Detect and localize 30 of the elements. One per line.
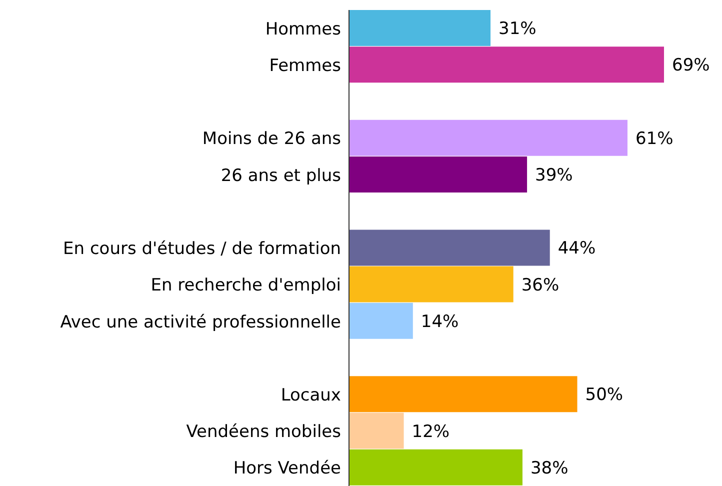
bar [349,10,491,46]
data-label: 38% [530,458,568,478]
data-label: 69% [672,56,710,76]
data-label: 39% [535,165,573,186]
data-label: 36% [521,275,560,296]
data-label: 31% [498,19,536,40]
data-label: 14% [420,312,459,332]
bar [349,449,522,486]
y-tick-label: En cours d'études / de formation [63,239,341,260]
bar [349,412,404,449]
data-label: 44% [558,238,596,259]
y-tick-label: 26 ans et plus [220,166,342,186]
bar [349,266,514,302]
y-tick-label: Moins de 26 ans [202,129,342,150]
y-tick-label: Hors Vendée [233,458,341,479]
bar [349,120,628,156]
bar [349,302,413,339]
data-label: 61% [635,128,674,149]
y-tick-label: En recherche d'emploi [150,276,341,296]
y-tick-label: Femmes [269,56,342,76]
y-tick-label: Hommes [265,19,342,40]
bar [349,230,550,266]
y-tick-label: Vendéens mobiles [186,422,342,442]
bar [349,156,528,192]
data-label: 50% [585,385,624,406]
y-tick-label: Locaux [280,385,341,406]
data-label: 12% [412,422,450,442]
bar [349,376,578,412]
bar [349,46,664,83]
y-tick-label: Avec une activité professionnelle [60,312,341,332]
